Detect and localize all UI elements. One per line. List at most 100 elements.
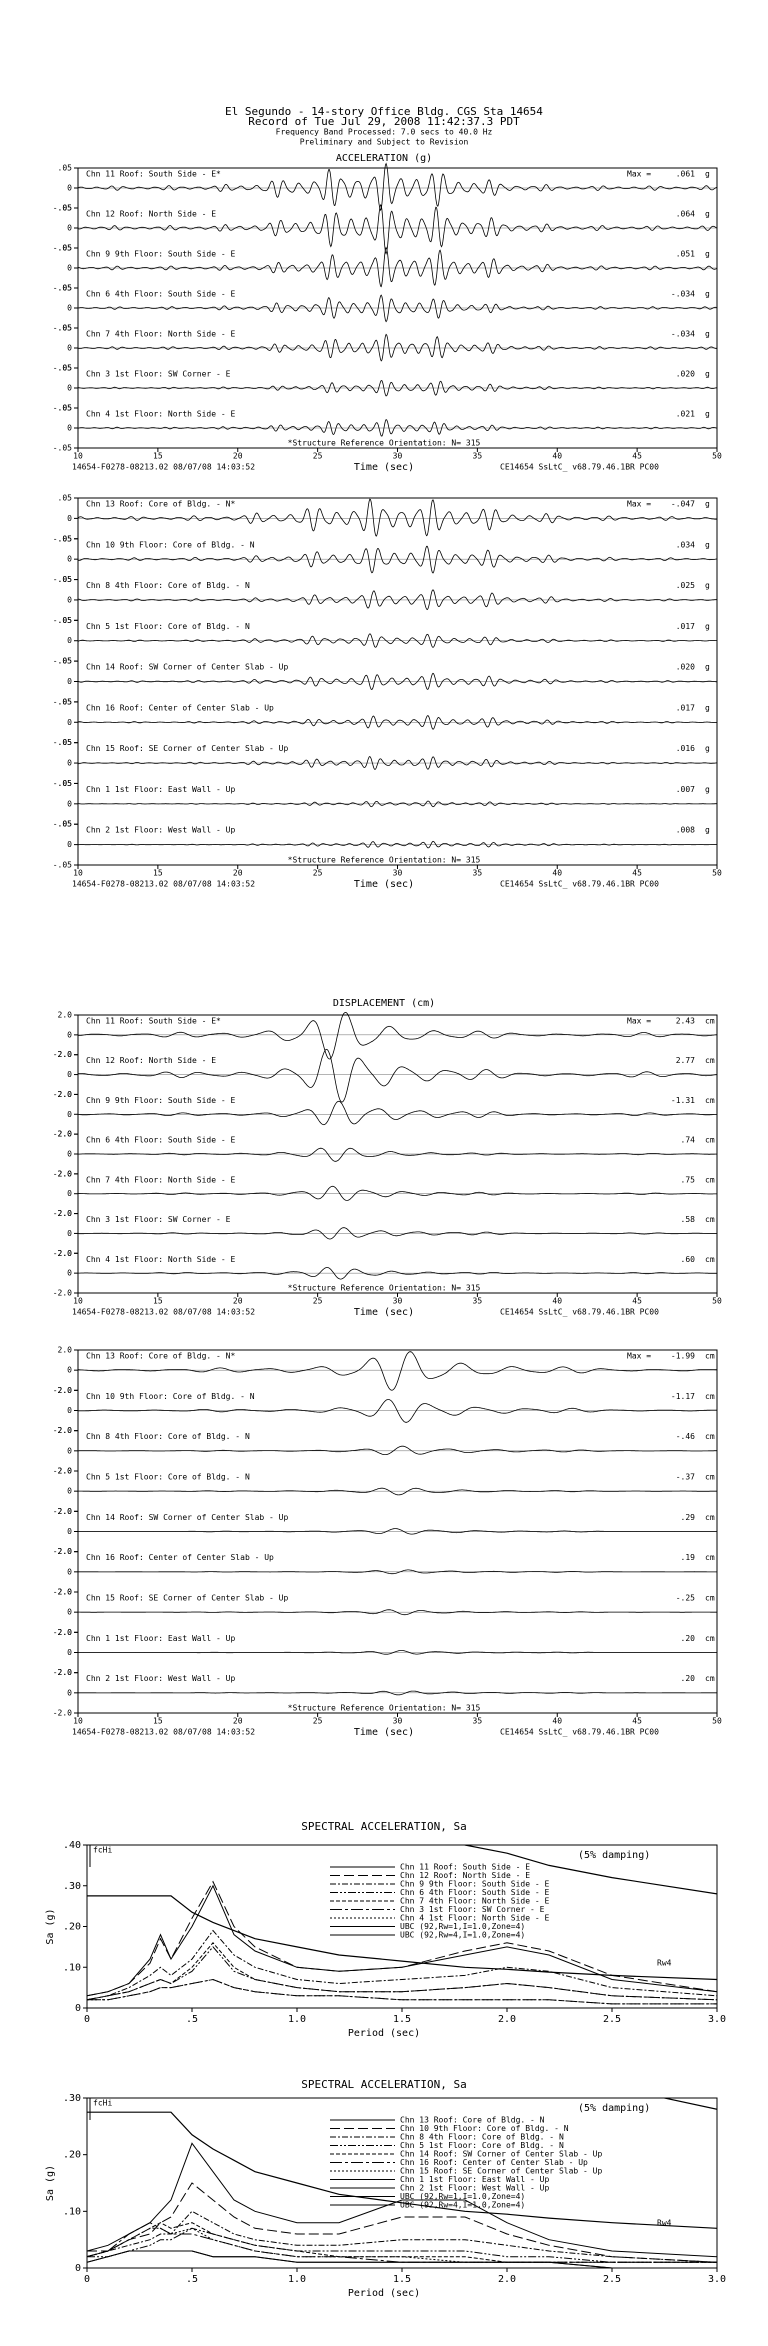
footer-right: CE14654 SsLtC_ v68.79.46.1BR PC00 [500,880,659,889]
y-tick-label: .05 [58,494,73,503]
max-value: .025 [676,581,695,590]
x-tick-label: 2.0 [498,2014,516,2025]
max-label: Max = [627,1017,651,1026]
max-value: .29 [681,1513,696,1522]
y-tick-label: .05 [58,575,73,584]
y-tick-label: 2.0 [58,1628,73,1637]
trace [78,1100,717,1126]
x-tick-label: 35 [473,1717,483,1726]
y-tick-label: -2.0 [53,1709,72,1718]
trace [78,1445,717,1455]
max-value: .064 [676,210,695,219]
x-tick-label: 45 [632,1717,642,1726]
y-tick-label: 2.0 [58,1668,73,1677]
trace-label: Chn 14 Roof: SW Corner of Center Slab - … [86,663,288,672]
unit: g [705,703,710,712]
max-value: .19 [681,1553,696,1562]
trace-label: Chn 16 Roof: Center of Center Slab - Up [86,703,274,712]
header-line: Preliminary and Subject to Revision [300,138,469,147]
legend-label: Chn 7 4th Floor: North Side - E [400,1897,549,1906]
trace [77,545,718,574]
y-tick-label: .20 [63,2150,81,2161]
max-value: .020 [676,663,695,672]
x-tick-label: 45 [632,1297,642,1306]
trace-label: Chn 8 4th Floor: Core of Bldg. - N [86,1432,250,1441]
trace [78,1690,717,1696]
unit: g [705,500,710,509]
x-tick-label: 15 [153,1297,163,1306]
y-tick-label: -.05 [53,616,72,625]
trace-label: Chn 3 1st Floor: SW Corner - E [86,370,231,379]
unit: cm [705,1553,715,1562]
x-axis-label: Time (sec) [354,879,414,890]
x-tick-label: 25 [313,1297,323,1306]
footer-right: CE14654 SsLtC_ v68.79.46.1BR PC00 [500,1308,659,1317]
x-tick-label: 15 [153,452,163,461]
y-tick-label: -.05 [53,820,72,829]
y-tick-label: -.05 [53,534,72,543]
trace [77,333,717,362]
trace-label: Chn 12 Roof: North Side - E [86,1056,216,1065]
trace [78,1528,717,1535]
y-tick-label: .05 [58,534,73,543]
y-tick-label: 0 [67,718,72,727]
trace [77,715,718,730]
y-tick-label: 0 [67,1446,72,1455]
y-tick-label: 2.0 [58,1426,73,1435]
trace-label: Chn 15 Roof: SE Corner of Center Slab - … [86,1594,288,1603]
chart-title: SPECTRAL ACCELERATION, Sa [301,1820,467,1833]
unit: cm [705,1392,715,1401]
trace [78,1569,717,1575]
legend-label: Chn 16 Roof: Center of Center Slab - Up [400,2158,588,2167]
trace [78,380,718,397]
max-value: -.034 [671,290,695,299]
unit: cm [705,1352,715,1361]
trace [77,294,718,323]
x-tick-label: 30 [393,1717,403,1726]
legend-label: Chn 9 9th Floor: South Side - E [400,1880,549,1889]
corner-label: fcHi [93,2099,112,2108]
max-value: .017 [676,622,695,631]
chart-title: SPECTRAL ACCELERATION, Sa [301,2078,467,2091]
max-value: .20 [681,1674,696,1683]
y-tick-label: -2.0 [53,1668,72,1677]
max-value: .75 [681,1175,696,1184]
y-tick-label: -.05 [53,861,72,870]
y-tick-label: -.05 [53,697,72,706]
y-tick-label: .30 [63,1881,81,1892]
y-tick-label: -.05 [53,575,72,584]
series-line [87,2210,717,2263]
y-tick-label: 2.0 [58,1209,73,1218]
x-tick-label: 10 [73,869,83,878]
y-tick-label: 0 [67,1189,72,1198]
y-tick-label: 0 [67,595,72,604]
trace [77,633,718,648]
unit: g [705,250,710,259]
y-tick-label: 2.0 [58,1507,73,1516]
series-line [87,1942,717,2001]
trace [78,800,717,808]
series-line [87,2182,717,2263]
unit: g [705,290,710,299]
y-tick-label: .05 [58,364,73,373]
x-tick-label: 20 [233,869,243,878]
trace-label: Chn 4 1st Floor: North Side - E [86,410,235,419]
series-line [87,2250,717,2268]
legend-label: Chn 5 1st Floor: Core of Bldg. - N [400,2141,564,2150]
trace-label: Chn 3 1st Floor: SW Corner - E [86,1215,231,1224]
max-value: -.047 [671,500,695,509]
trace-label: Chn 7 4th Floor: North Side - E [86,1175,235,1184]
x-tick-label: 35 [473,869,483,878]
legend-label: Chn 10 9th Floor: Core of Bldg. - N [400,2124,569,2133]
damping: (5% damping) [578,2103,650,2114]
footer-left: 14654-F0278-08213.02 08/07/08 14:03:52 [72,1728,255,1737]
max-value: -1.31 [671,1096,695,1105]
trace [77,755,718,770]
trace-label: Chn 13 Roof: Core of Bldg. - N* [86,1352,235,1361]
legend-label: Chn 3 1st Floor: SW Corner - E [400,1905,545,1914]
x-tick-label: 0 [84,2274,90,2285]
y-tick-label: 2.0 [58,1249,73,1258]
y-tick-label: .10 [63,1962,81,1973]
